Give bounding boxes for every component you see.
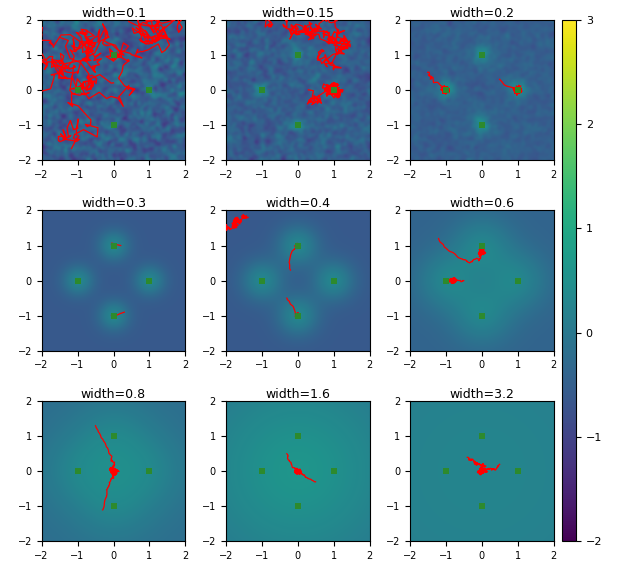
Title: width=0.1: width=0.1	[81, 7, 146, 20]
Title: width=1.6: width=1.6	[265, 388, 330, 401]
Title: width=0.2: width=0.2	[449, 7, 514, 20]
Title: width=0.15: width=0.15	[261, 7, 334, 20]
Title: width=0.8: width=0.8	[81, 388, 146, 401]
Title: width=0.3: width=0.3	[81, 197, 146, 210]
Title: width=3.2: width=3.2	[449, 388, 514, 401]
Title: width=0.4: width=0.4	[265, 197, 330, 210]
Title: width=0.6: width=0.6	[449, 197, 514, 210]
